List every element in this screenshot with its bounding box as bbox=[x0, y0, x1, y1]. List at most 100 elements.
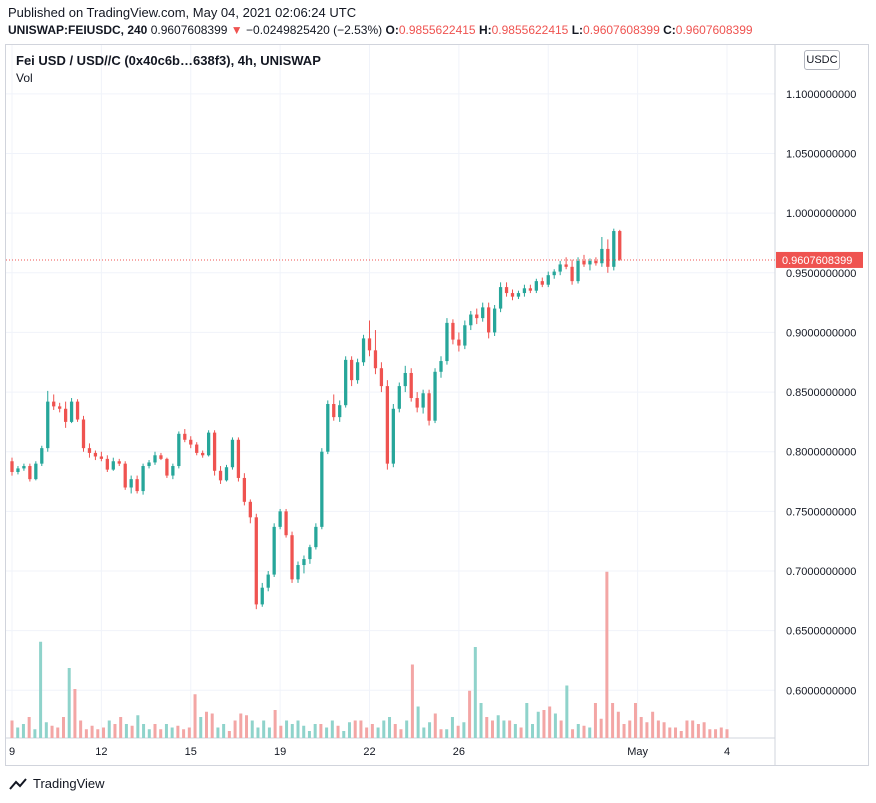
candle-body bbox=[105, 458, 109, 470]
volume-bar bbox=[256, 727, 260, 738]
candle-body bbox=[487, 307, 491, 333]
volume-bar bbox=[359, 720, 363, 738]
volume-bar bbox=[399, 729, 403, 738]
volume-bar bbox=[142, 724, 146, 738]
volume-bar bbox=[21, 724, 25, 738]
volume-bar bbox=[490, 720, 494, 738]
volume-bar bbox=[416, 706, 420, 738]
y-tick-label: 1.0000000000 bbox=[786, 208, 856, 220]
volume-bar bbox=[27, 717, 31, 738]
candle-body bbox=[332, 404, 336, 418]
volume-bar bbox=[73, 689, 77, 738]
volume-bar bbox=[559, 720, 563, 738]
candle-body bbox=[159, 455, 163, 459]
candle-body bbox=[522, 288, 527, 294]
candle-body bbox=[475, 314, 479, 319]
close-label: C: bbox=[663, 23, 676, 37]
candle-body bbox=[349, 359, 354, 381]
candle-body bbox=[528, 288, 533, 291]
ohlc-bar: UNISWAP:FEIUSDC, 240 0.9607608399 ▼ −0.0… bbox=[8, 23, 753, 37]
candle-body bbox=[69, 401, 74, 422]
volume-bar bbox=[302, 725, 306, 738]
volume-bar bbox=[342, 731, 346, 738]
volume-bar bbox=[107, 720, 111, 738]
currency-button[interactable]: USDC bbox=[804, 50, 840, 70]
volume-bar bbox=[84, 729, 88, 738]
volume-bar bbox=[153, 724, 157, 738]
tradingview-branding[interactable]: TradingView bbox=[8, 776, 105, 791]
last-price: 0.9607608399 bbox=[150, 23, 228, 37]
candle-body bbox=[564, 264, 568, 267]
candle-body bbox=[260, 587, 264, 605]
volume-bar bbox=[565, 685, 569, 738]
volume-bar bbox=[130, 725, 134, 738]
volume-bar bbox=[508, 720, 512, 738]
volume-bar bbox=[33, 729, 37, 738]
volume-bar bbox=[725, 729, 729, 738]
volume-bar bbox=[405, 720, 409, 738]
volume-bar bbox=[170, 727, 174, 738]
published-note: Published on TradingView.com, May 04, 20… bbox=[8, 5, 357, 20]
volume-bar bbox=[445, 729, 449, 738]
volume-bar bbox=[462, 722, 466, 738]
volume-bar bbox=[210, 713, 214, 738]
volume-indicator-label[interactable]: Vol bbox=[16, 71, 33, 85]
volume-bar bbox=[622, 724, 626, 738]
volume-bar bbox=[605, 571, 609, 738]
volume-bar bbox=[330, 720, 334, 738]
candle-body bbox=[290, 535, 294, 580]
candle-body bbox=[385, 386, 390, 464]
candle-body bbox=[46, 401, 50, 449]
candle-body bbox=[58, 406, 62, 409]
candle-body bbox=[492, 308, 497, 333]
candle-body bbox=[230, 439, 235, 468]
candle-body bbox=[355, 362, 360, 381]
volume-bar bbox=[714, 729, 718, 738]
candle-body bbox=[22, 466, 26, 469]
volume-bar bbox=[39, 641, 43, 738]
volume-bar bbox=[290, 724, 294, 738]
candle-body bbox=[594, 260, 598, 264]
x-tick-label: 26 bbox=[453, 746, 465, 758]
volume-bar bbox=[182, 729, 186, 738]
candle-body bbox=[403, 372, 407, 387]
volume-bar bbox=[10, 720, 14, 738]
candle-body bbox=[451, 322, 455, 340]
candle-body bbox=[10, 461, 14, 472]
candle-body bbox=[612, 231, 616, 267]
chart-frame bbox=[5, 44, 869, 766]
y-tick-label: 1.1000000000 bbox=[786, 89, 856, 101]
candle-body bbox=[409, 372, 413, 399]
y-tick-label: 1.0500000000 bbox=[786, 149, 856, 161]
volume-bar bbox=[285, 720, 289, 738]
volume-bar bbox=[319, 724, 323, 738]
x-tick-label: 9 bbox=[9, 746, 15, 758]
volume-bar bbox=[193, 694, 197, 738]
volume-bar bbox=[227, 731, 231, 738]
volume-bar bbox=[393, 724, 397, 738]
low-value: 0.9607608399 bbox=[583, 23, 660, 37]
volume-bar bbox=[702, 722, 706, 738]
volume-bar bbox=[410, 664, 414, 738]
volume-bar bbox=[616, 711, 620, 738]
candle-body bbox=[588, 260, 592, 265]
high-value: 0.9855622415 bbox=[491, 23, 569, 37]
candle-body bbox=[433, 371, 437, 421]
volume-bar bbox=[365, 727, 369, 738]
y-tick-label: 0.7500000000 bbox=[786, 506, 856, 518]
volume-bar bbox=[187, 727, 191, 738]
volume-bar bbox=[479, 703, 483, 738]
volume-bar bbox=[119, 717, 123, 738]
y-tick-label: 0.8500000000 bbox=[786, 387, 856, 399]
candle-body bbox=[147, 462, 151, 467]
volume-bar bbox=[370, 724, 374, 738]
volume-bar bbox=[388, 717, 392, 738]
volume-bar bbox=[696, 724, 700, 738]
candle-body bbox=[93, 452, 98, 457]
candle-body bbox=[153, 455, 157, 463]
candle-body bbox=[606, 248, 610, 267]
candle-body bbox=[504, 287, 509, 294]
candle-body bbox=[81, 419, 86, 449]
candle-body bbox=[439, 361, 443, 372]
